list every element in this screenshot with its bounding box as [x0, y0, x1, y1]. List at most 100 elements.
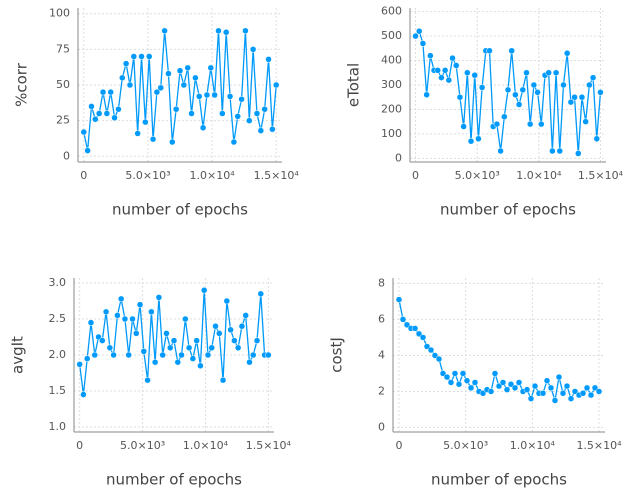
marker [523, 69, 530, 77]
marker [207, 64, 215, 72]
marker [216, 330, 223, 337]
marker [102, 308, 110, 316]
marker [126, 81, 134, 89]
marker [208, 344, 215, 352]
marker [567, 395, 575, 402]
marker [579, 390, 587, 397]
marker [597, 89, 604, 96]
y-tick-label: 200 [381, 102, 402, 115]
y-axis-label: %corr [13, 62, 31, 107]
marker [589, 74, 597, 81]
marker [238, 322, 246, 330]
marker [265, 351, 272, 359]
marker [452, 62, 460, 69]
marker [447, 379, 455, 386]
marker [431, 352, 439, 359]
x-tick-label: 1.5×10⁴ [254, 169, 300, 182]
x-tick-label: 1.0×10⁴ [516, 169, 562, 182]
marker [531, 382, 539, 390]
y-tick-label: 0 [395, 151, 402, 164]
marker [552, 69, 560, 77]
marker [539, 390, 547, 397]
marker [491, 370, 499, 377]
y-tick-label: 75 [56, 42, 70, 55]
marker [117, 295, 125, 303]
y-tick-label: 100 [49, 7, 70, 20]
marker [578, 93, 586, 101]
marker [83, 355, 91, 362]
marker [257, 290, 265, 298]
marker [182, 315, 189, 323]
marker [195, 93, 203, 100]
marker [189, 355, 197, 362]
y-tick-label: 300 [381, 78, 402, 91]
marker [523, 386, 531, 393]
marker [133, 330, 140, 337]
marker [197, 362, 204, 370]
marker [80, 128, 88, 136]
marker [438, 74, 445, 81]
x-axis-label: number of epochs [112, 201, 248, 219]
marker [88, 103, 95, 110]
marker [560, 81, 567, 89]
y-tick-label: 25 [56, 114, 70, 127]
marker [265, 56, 272, 63]
marker [586, 81, 593, 89]
marker [511, 384, 519, 392]
marker [176, 67, 184, 74]
marker [497, 147, 504, 155]
marker [199, 124, 207, 132]
marker [419, 334, 427, 341]
marker [463, 377, 471, 384]
marker [399, 316, 407, 323]
marker [445, 76, 453, 84]
marker [508, 47, 515, 55]
y-tick-label: 50 [56, 78, 70, 91]
marker [499, 379, 507, 386]
marker [172, 105, 180, 113]
marker [234, 113, 241, 120]
x-tick-label: 0 [412, 169, 419, 182]
marker [441, 67, 449, 74]
x-tick-label: 1.5×10⁴ [578, 169, 624, 182]
marker [238, 96, 245, 103]
y-tick-label: 1.5 [49, 384, 67, 397]
marker [219, 376, 227, 384]
marker [227, 326, 234, 334]
marker [467, 137, 475, 145]
marker [475, 135, 482, 143]
marker [412, 32, 419, 40]
y-tick-label: 2.0 [49, 348, 67, 361]
marker [188, 110, 195, 117]
marker [563, 49, 571, 57]
marker [253, 337, 261, 344]
y-tick-label: 4 [378, 348, 385, 361]
x-tick-label: 5.0×10³ [120, 439, 165, 452]
marker [99, 337, 106, 344]
marker [563, 382, 571, 390]
marker [593, 135, 601, 143]
marker [427, 346, 435, 354]
marker [106, 344, 114, 352]
marker [486, 47, 493, 55]
marker [219, 110, 226, 117]
marker [129, 315, 136, 323]
x-tick-label: 1.0×10⁴ [183, 439, 229, 452]
marker [180, 81, 188, 89]
marker [155, 294, 163, 301]
y-axis-label: eTotal [345, 63, 363, 107]
marker [479, 390, 487, 397]
marker [246, 358, 253, 366]
marker [269, 125, 276, 133]
marker [582, 118, 589, 125]
marker [512, 91, 519, 99]
x-axis-label: number of epochs [431, 471, 567, 489]
marker [503, 386, 511, 393]
marker [114, 312, 121, 319]
marker [95, 110, 103, 117]
marker [223, 297, 231, 305]
marker [215, 27, 222, 35]
marker [192, 74, 199, 82]
marker [230, 138, 238, 146]
